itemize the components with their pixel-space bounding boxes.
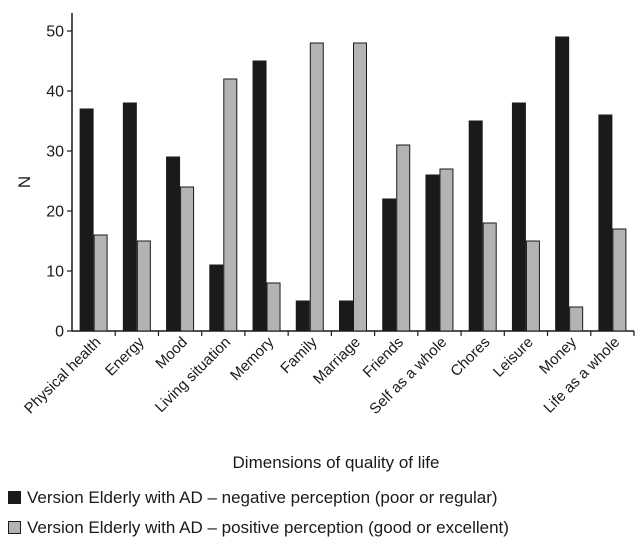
bar-positive-1 xyxy=(136,240,151,332)
x-tick-label: Marriage xyxy=(310,334,364,388)
bar-positive-2 xyxy=(180,186,195,332)
bar-positive-12 xyxy=(612,228,627,332)
x-axis-title: Dimensions of quality of life xyxy=(233,453,440,472)
legend-item-positive: Version Elderly with AD – positive perce… xyxy=(8,518,509,538)
x-tick-label: Living situation xyxy=(152,334,234,416)
x-tick-label: Self as a whole xyxy=(366,334,450,418)
legend-item-negative: Version Elderly with AD – negative perce… xyxy=(8,488,498,508)
bar-negative-1 xyxy=(122,102,137,332)
y-tick-label: 40 xyxy=(46,84,64,101)
legend-label-positive: Version Elderly with AD – positive perce… xyxy=(27,518,509,537)
bar-negative-7 xyxy=(382,198,397,332)
bar-negative-12 xyxy=(598,114,613,332)
y-tick-label: 50 xyxy=(46,24,64,41)
bar-negative-10 xyxy=(511,102,526,332)
bar-negative-2 xyxy=(166,156,181,332)
bar-negative-0 xyxy=(79,108,94,332)
bar-negative-11 xyxy=(555,36,570,332)
y-axis-title: N xyxy=(15,176,34,188)
y-tick-label: 30 xyxy=(46,144,64,161)
bar-positive-10 xyxy=(525,240,540,332)
x-tick-label: Mood xyxy=(152,334,191,373)
bar-positive-3 xyxy=(223,78,238,332)
bar-positive-7 xyxy=(396,144,411,332)
legend-swatch-positive xyxy=(8,521,21,534)
legend-swatch-negative xyxy=(8,491,21,504)
x-tick-label: Leisure xyxy=(490,334,537,381)
x-tick-label: Energy xyxy=(102,333,148,379)
x-tick-label: Physical health xyxy=(21,334,104,417)
bar-positive-0 xyxy=(93,234,108,332)
bar-positive-5 xyxy=(309,42,324,332)
bar-chart: N Dimensions of quality of life 0 10 20 30 4… xyxy=(15,13,635,472)
y-tick-label: 10 xyxy=(46,264,64,281)
bar-positive-8 xyxy=(439,168,454,332)
x-tick-label: Memory xyxy=(227,333,278,384)
x-tick-label: Life as a whole xyxy=(540,334,623,417)
legend-label-negative: Version Elderly with AD – negative perce… xyxy=(27,488,498,507)
bar-positive-6 xyxy=(353,42,367,332)
bar-negative-6 xyxy=(339,300,353,332)
bar-positive-4 xyxy=(266,282,281,332)
y-tick-label: 0 xyxy=(55,324,64,341)
bar-negative-3 xyxy=(209,264,224,332)
bar-negative-5 xyxy=(295,300,310,332)
bar-positive-9 xyxy=(482,222,497,332)
bar-negative-4 xyxy=(252,60,267,332)
bar-negative-8 xyxy=(425,174,440,332)
bar-negative-9 xyxy=(468,120,483,332)
x-tick-label: Chores xyxy=(447,334,493,380)
y-tick-label: 20 xyxy=(46,204,64,221)
bar-positive-11 xyxy=(569,306,584,332)
